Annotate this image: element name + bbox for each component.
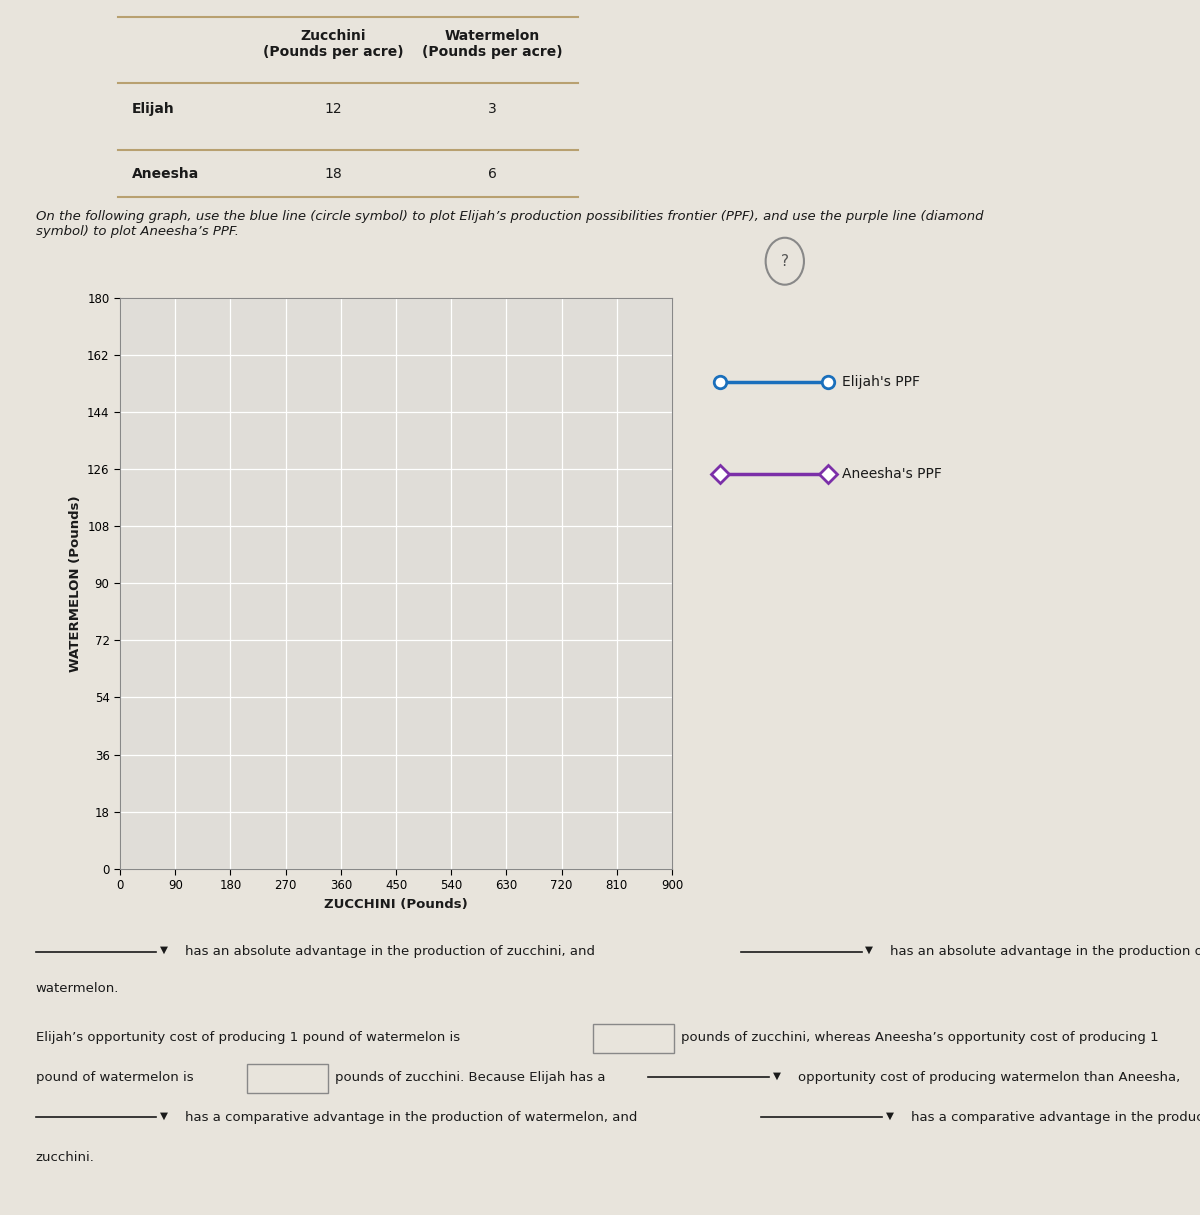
Text: ▼: ▼ xyxy=(865,945,872,955)
Text: Aneesha's PPF: Aneesha's PPF xyxy=(842,467,942,481)
Text: Elijah’s opportunity cost of producing 1 pound of watermelon is: Elijah’s opportunity cost of producing 1… xyxy=(36,1030,460,1044)
Text: ▼: ▼ xyxy=(160,1111,168,1120)
Text: pounds of zucchini. Because Elijah has a: pounds of zucchini. Because Elijah has a xyxy=(335,1070,606,1084)
Text: Watermelon
(Pounds per acre): Watermelon (Pounds per acre) xyxy=(421,29,563,60)
Text: zucchini.: zucchini. xyxy=(36,1151,95,1164)
Y-axis label: WATERMELON (Pounds): WATERMELON (Pounds) xyxy=(68,495,82,672)
Text: opportunity cost of producing watermelon than Aneesha,: opportunity cost of producing watermelon… xyxy=(798,1070,1181,1084)
Text: pounds of zucchini, whereas Aneesha’s opportunity cost of producing 1: pounds of zucchini, whereas Aneesha’s op… xyxy=(680,1030,1158,1044)
Text: pound of watermelon is: pound of watermelon is xyxy=(36,1070,193,1084)
Text: On the following graph, use the blue line (circle symbol) to plot Elijah’s produ: On the following graph, use the blue lin… xyxy=(36,210,983,238)
Text: has an absolute advantage in the production of zucchini, and: has an absolute advantage in the product… xyxy=(185,945,595,959)
Text: ▼: ▼ xyxy=(886,1111,894,1120)
Text: has an absolute advantage in the production of: has an absolute advantage in the product… xyxy=(890,945,1200,959)
Text: Aneesha: Aneesha xyxy=(132,168,199,181)
Text: has a comparative advantage in the production of watermelon, and: has a comparative advantage in the produ… xyxy=(185,1111,637,1124)
Text: ?: ? xyxy=(781,254,788,269)
Text: watermelon.: watermelon. xyxy=(36,982,119,995)
Text: 6: 6 xyxy=(487,168,497,181)
Text: 12: 12 xyxy=(325,102,342,117)
Text: has a comparative advantage in the production of: has a comparative advantage in the produ… xyxy=(911,1111,1200,1124)
Text: ▼: ▼ xyxy=(160,945,168,955)
X-axis label: ZUCCHINI (Pounds): ZUCCHINI (Pounds) xyxy=(324,898,468,911)
Text: 3: 3 xyxy=(487,102,497,117)
Text: Elijah's PPF: Elijah's PPF xyxy=(842,374,920,389)
Text: 18: 18 xyxy=(325,168,342,181)
Text: Elijah: Elijah xyxy=(132,102,175,117)
Text: Zucchini
(Pounds per acre): Zucchini (Pounds per acre) xyxy=(263,29,404,60)
Text: ▼: ▼ xyxy=(773,1070,781,1081)
